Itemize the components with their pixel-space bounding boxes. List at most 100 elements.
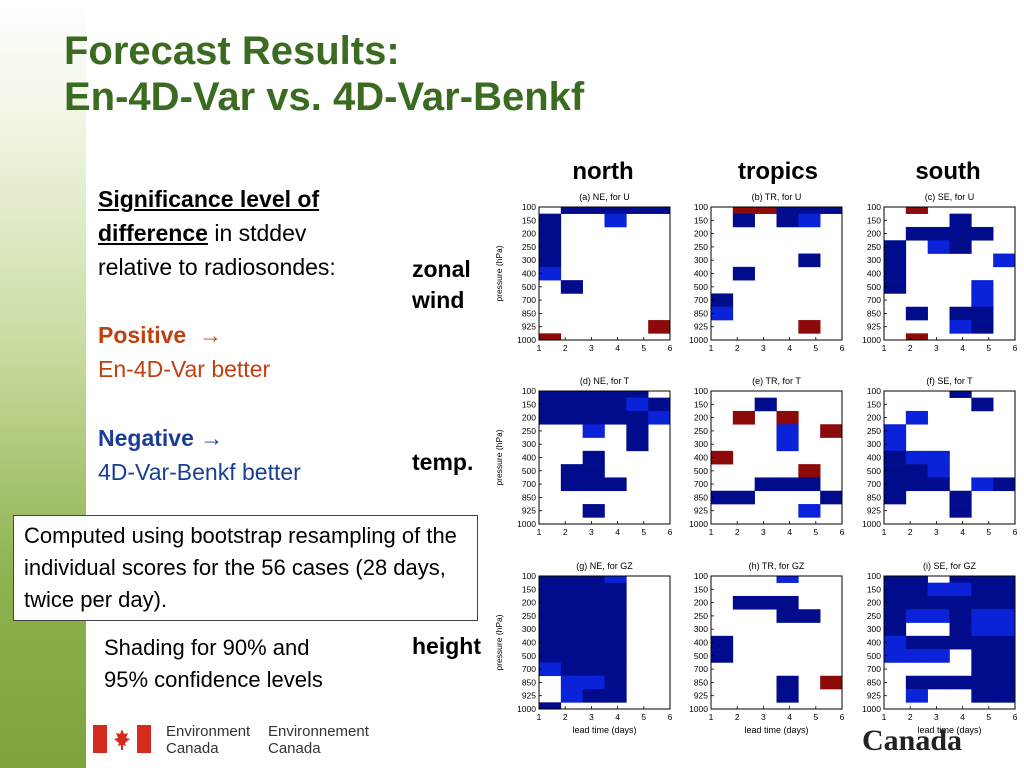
heatmap-cell xyxy=(539,622,562,637)
heatmap-cell xyxy=(711,450,734,465)
y-tick-label: 100 xyxy=(867,202,881,212)
heatmap-cell xyxy=(798,609,821,623)
x-tick-label: 1 xyxy=(882,712,887,722)
heatmap-cell xyxy=(560,649,583,663)
x-tick-label: 6 xyxy=(668,527,673,537)
x-tick-label: 3 xyxy=(761,527,766,537)
heatmap-cell xyxy=(560,595,583,610)
y-tick-label: 400 xyxy=(867,269,881,279)
heatmap-cell xyxy=(754,477,777,492)
heatmap-cell xyxy=(776,595,799,610)
heatmap-cell xyxy=(604,649,627,663)
negative-legend: Negative → 4D-Var-Benkf better xyxy=(98,421,301,489)
heatmap-cell xyxy=(711,649,734,663)
heatmap-cell xyxy=(648,410,671,425)
heatmap-panel: (d) NE, for T 100 150 200 250 300 400 500 700 850… xyxy=(494,376,673,537)
bootstrap-note-text: Computed using bootstrap resampling of t… xyxy=(24,523,457,612)
y-tick-label: 850 xyxy=(522,492,536,502)
x-tick-label: 5 xyxy=(641,343,646,353)
heatmap-cell xyxy=(560,207,583,214)
y-tick-label: 200 xyxy=(522,413,536,423)
heatmap-cell xyxy=(539,391,562,398)
heatmap-cell xyxy=(604,410,627,425)
y-tick-label: 700 xyxy=(867,479,881,489)
x-tick-label: 1 xyxy=(709,343,714,353)
heatmap-cell xyxy=(776,609,799,623)
heatmap-cell xyxy=(884,464,907,478)
heatmap-cell xyxy=(539,333,562,341)
x-tick-label: 2 xyxy=(908,343,913,353)
heatmap-cell xyxy=(732,490,755,505)
heatmap-cell xyxy=(949,391,972,398)
y-tick-label: 700 xyxy=(694,295,708,305)
y-tick-label: 925 xyxy=(522,691,536,701)
heatmap-cell xyxy=(927,609,950,623)
heatmap-cell xyxy=(905,582,928,597)
heatmap-cell xyxy=(949,213,972,228)
y-tick-label: 925 xyxy=(694,322,708,332)
x-tick-label: 3 xyxy=(934,343,939,353)
heatmap-cell xyxy=(560,410,583,425)
y-tick-label: 1000 xyxy=(517,519,536,529)
heatmap-cell xyxy=(927,582,950,597)
heatmap-cell xyxy=(604,609,627,623)
heatmap-cell xyxy=(971,280,994,294)
heatmap-cell xyxy=(776,437,799,452)
x-tick-label: 1 xyxy=(537,712,542,722)
panel-title: (a) NE, for U xyxy=(579,192,630,202)
x-axis-label: lead time (days) xyxy=(744,725,808,735)
heatmap-cell xyxy=(539,226,562,241)
x-tick-label: 1 xyxy=(537,343,542,353)
heatmap-cell xyxy=(971,622,994,637)
heatmap-panel: (b) TR, for U 100 150 200 250 300 400 500 700 850… xyxy=(689,192,845,353)
negative-label: Negative xyxy=(98,425,194,451)
heatmap-cell xyxy=(884,240,907,254)
heatmap-cell xyxy=(539,266,562,281)
y-tick-label: 100 xyxy=(867,571,881,581)
heatmap-cell xyxy=(971,320,994,334)
y-tick-label: 300 xyxy=(522,255,536,265)
heatmap-cell xyxy=(604,576,627,583)
heatmap-panel: (i) SE, for GZ 100 150 200 250 300 400 500 700 85… xyxy=(862,561,1018,735)
heatmap-cell xyxy=(582,662,605,677)
y-tick-label: 100 xyxy=(694,571,708,581)
y-tick-label: 500 xyxy=(694,282,708,292)
heatmap-cell xyxy=(993,649,1016,663)
x-axis-label: lead time (days) xyxy=(572,725,636,735)
positive-legend: Positive → En-4D-Var better xyxy=(98,318,270,386)
heatmap-cell xyxy=(884,582,907,597)
heatmap-cell xyxy=(776,213,799,228)
x-tick-label: 4 xyxy=(960,527,965,537)
y-tick-label: 850 xyxy=(694,677,708,687)
heatmap-cell xyxy=(905,609,928,623)
heatmap-cell xyxy=(905,576,928,583)
heatmap-cell xyxy=(927,240,950,254)
y-tick-label: 1000 xyxy=(689,704,708,714)
heatmap-cell xyxy=(560,689,583,703)
heatmap-cell xyxy=(604,635,627,650)
x-tick-label: 1 xyxy=(537,527,542,537)
panel-title: (h) TR, for GZ xyxy=(749,561,805,571)
panel-title: (f) SE, for T xyxy=(926,376,973,386)
significance-heading-1: Significance level of xyxy=(98,186,320,212)
heatmap-cell xyxy=(949,576,972,583)
heatmap-cell xyxy=(927,477,950,492)
heatmap-cell xyxy=(927,675,950,690)
y-tick-label: 500 xyxy=(522,466,536,476)
x-tick-label: 6 xyxy=(1013,527,1018,537)
y-tick-label: 500 xyxy=(694,651,708,661)
x-tick-label: 2 xyxy=(735,712,740,722)
y-tick-label: 100 xyxy=(694,202,708,212)
heatmap-cell xyxy=(884,437,907,452)
heatmap-cell xyxy=(539,213,562,228)
panel-title: (e) TR, for T xyxy=(752,376,801,386)
y-tick-label: 925 xyxy=(867,691,881,701)
heatmap-cell xyxy=(732,266,755,281)
heatmap-cell xyxy=(560,280,583,294)
heatmap-cell xyxy=(626,207,649,214)
heatmap-cell xyxy=(711,293,734,308)
heatmap-cell xyxy=(993,576,1016,583)
heatmap-cell xyxy=(604,207,627,214)
heatmap-cell xyxy=(798,320,821,334)
y-tick-label: 700 xyxy=(694,664,708,674)
